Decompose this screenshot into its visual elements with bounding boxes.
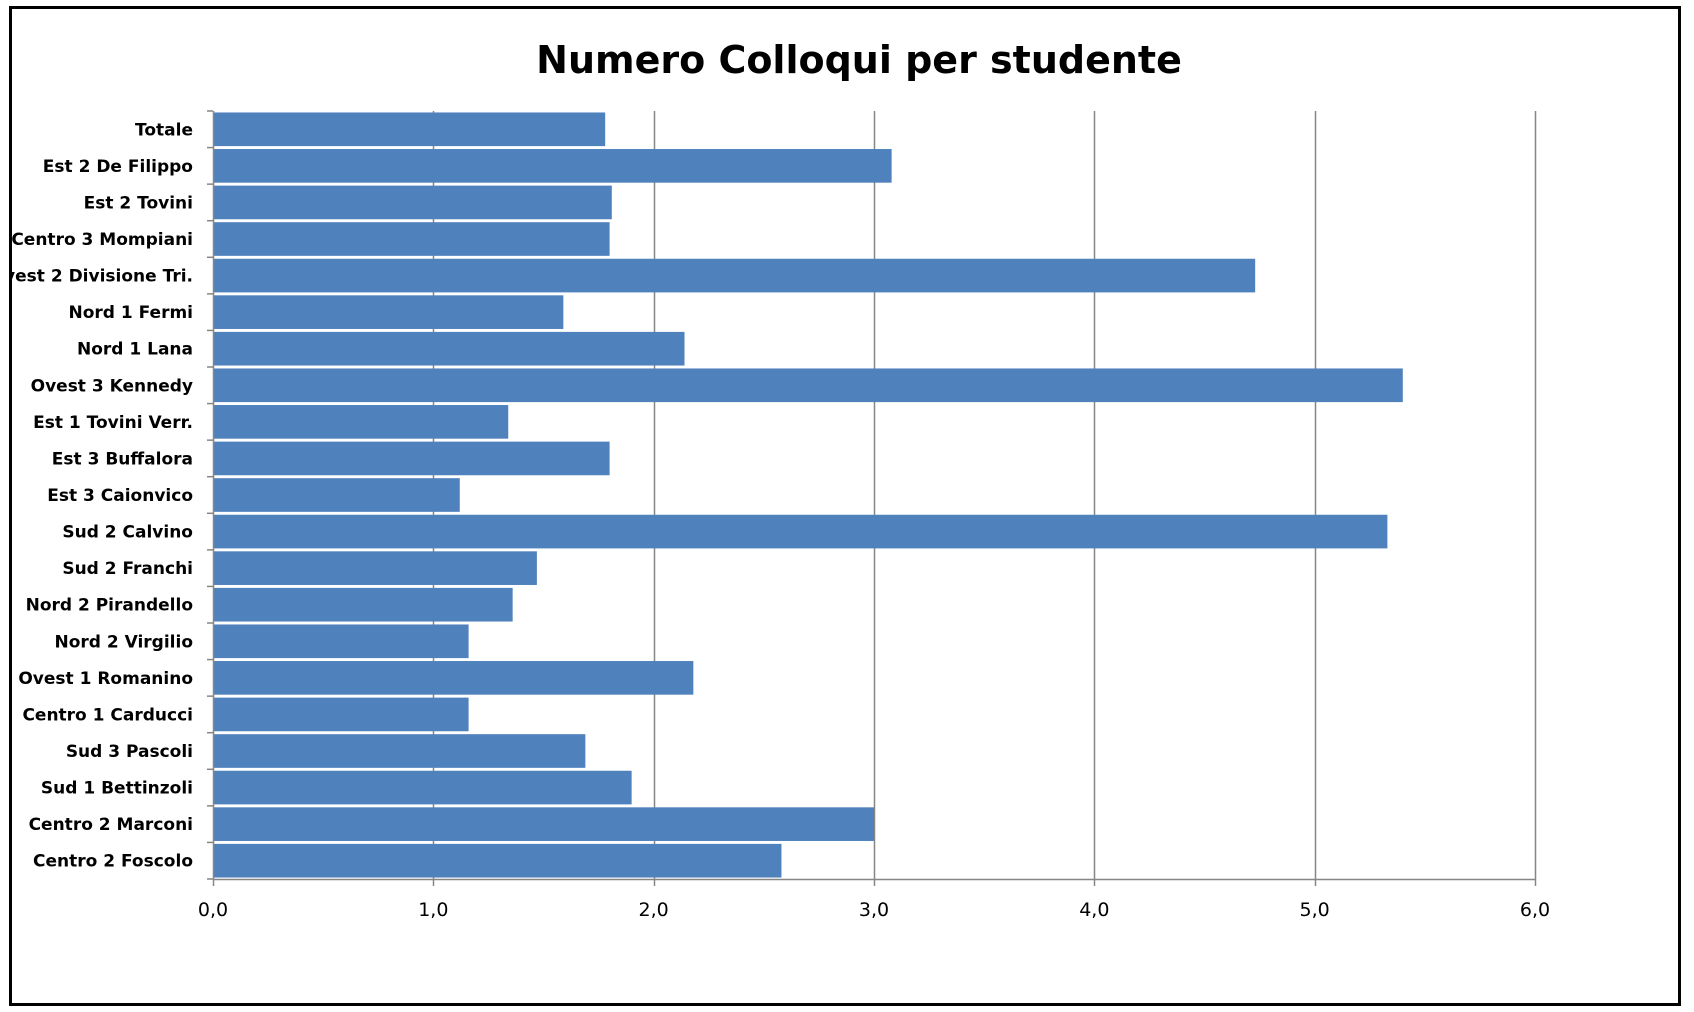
bar-14 bbox=[213, 624, 469, 659]
bar-7 bbox=[213, 368, 1403, 403]
bar-chart: Numero Colloqui per studente Totale Est 2… bbox=[12, 38, 1550, 921]
bar-2 bbox=[213, 185, 612, 220]
chart-title: Numero Colloqui per studente bbox=[536, 38, 1182, 82]
bar-11 bbox=[213, 514, 1388, 549]
bar-5 bbox=[213, 295, 564, 329]
bar-13 bbox=[213, 587, 513, 622]
x-tick-label-1: 1,0 bbox=[418, 899, 448, 921]
bar-19 bbox=[213, 807, 874, 841]
x-tick-label-4: 4,0 bbox=[1079, 899, 1109, 921]
bar-8 bbox=[213, 405, 509, 439]
category-label-3: Centro 3 Mompiani bbox=[12, 230, 193, 250]
category-label-12: Sud 2 Franchi bbox=[62, 559, 193, 579]
bar-0 bbox=[213, 112, 606, 147]
category-label-13: Nord 2 Pirandello bbox=[26, 596, 193, 616]
bar-1 bbox=[213, 149, 892, 183]
category-label-17: Sud 3 Pascoli bbox=[66, 742, 193, 762]
x-tick-label-5: 5,0 bbox=[1300, 899, 1330, 921]
category-label-19: Centro 2 Marconi bbox=[29, 815, 193, 835]
category-label-10: Est 3 Caionvico bbox=[47, 486, 193, 506]
x-tick-label-0: 0,0 bbox=[198, 899, 228, 921]
bar-15 bbox=[213, 661, 694, 695]
category-label-18: Sud 1 Bettinzoli bbox=[41, 779, 193, 799]
category-label-6: Nord 1 Lana bbox=[77, 340, 193, 360]
category-label-20: Centro 2 Foscolo bbox=[33, 852, 193, 872]
category-label-11: Sud 2 Calvino bbox=[62, 523, 193, 543]
x-tick-label-3: 3,0 bbox=[859, 899, 889, 921]
bar-6 bbox=[213, 331, 685, 366]
axes bbox=[207, 110, 1537, 886]
bar-12 bbox=[213, 551, 537, 585]
category-label-5: Nord 1 Fermi bbox=[68, 303, 193, 323]
category-label-9: Est 3 Buffalora bbox=[52, 449, 193, 469]
bar-10 bbox=[213, 478, 460, 512]
bars bbox=[213, 112, 1403, 878]
category-label-16: Centro 1 Carducci bbox=[22, 705, 193, 725]
bar-3 bbox=[213, 222, 610, 256]
category-label-7: Ovest 3 Kennedy bbox=[31, 376, 193, 396]
bar-20 bbox=[213, 843, 782, 878]
bar-18 bbox=[213, 770, 632, 805]
category-label-15: Ovest 1 Romanino bbox=[18, 669, 193, 689]
bar-9 bbox=[213, 441, 610, 476]
category-label-2: Est 2 Tovini bbox=[84, 193, 193, 213]
category-label-8: Est 1 Tovini Verr. bbox=[33, 413, 193, 433]
bar-4 bbox=[213, 258, 1256, 293]
chart-frame: Numero Colloqui per studente Totale Est 2… bbox=[9, 6, 1681, 1006]
x-tick-label-6: 6,0 bbox=[1520, 899, 1550, 921]
category-label-1: Est 2 De Filippo bbox=[43, 157, 193, 177]
bar-16 bbox=[213, 697, 469, 732]
category-label-4: Ovest 2 Divisione Tri. bbox=[12, 267, 193, 287]
bar-17 bbox=[213, 734, 586, 768]
x-tick-label-2: 2,0 bbox=[639, 899, 669, 921]
category-label-0: Totale bbox=[135, 120, 193, 140]
category-labels: Totale Est 2 De Filippo Est 2 Tovini Centro… bbox=[12, 120, 193, 871]
category-label-14: Nord 2 Virgilio bbox=[54, 632, 193, 652]
x-tick-labels: 0,0 1,0 2,0 3,0 4,0 5,0 6,0 bbox=[198, 899, 1550, 921]
